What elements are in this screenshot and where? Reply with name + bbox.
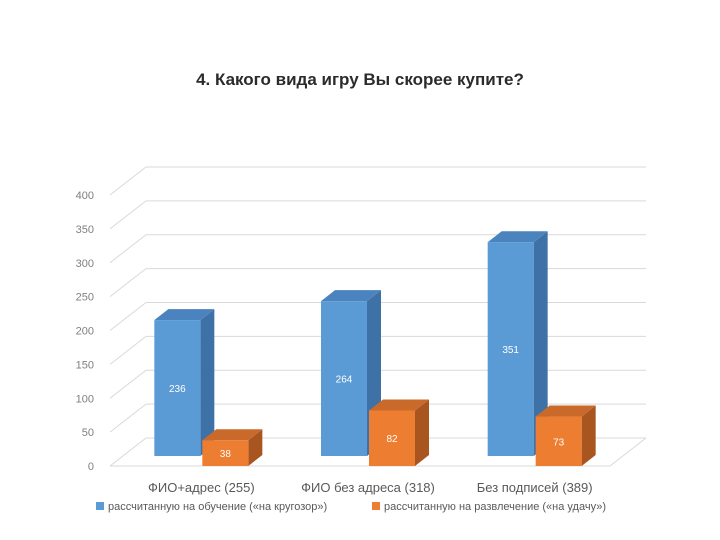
y-tick-label: 100 — [76, 393, 94, 405]
gridline-side — [109, 403, 147, 433]
bars: 236 38 264 82 351 73 — [154, 231, 596, 466]
bar-side — [415, 399, 429, 466]
y-tick-label: 50 — [82, 427, 94, 439]
y-tick-label: 300 — [76, 258, 94, 270]
bar-top — [369, 399, 429, 411]
legend-label: рассчитанную на развлечение («на удачу») — [384, 501, 606, 513]
legend: рассчитанную на обучение («на кругозор»)… — [96, 501, 606, 513]
x-tick-label: ФИО+адрес (255) — [148, 480, 255, 495]
legend-label: рассчитанную на обучение («на кругозор») — [108, 501, 327, 513]
y-tick-label: 350 — [76, 224, 94, 236]
gridline-side — [109, 335, 147, 365]
legend-swatch — [372, 502, 380, 510]
chart-title: 4. Какого вида игру Вы скорее купите? — [196, 70, 524, 89]
x-tick-label: ФИО без адреса (318) — [301, 480, 435, 495]
gridline-side — [109, 437, 147, 467]
bar-side — [533, 231, 548, 456]
bar-group: 236 — [154, 309, 215, 456]
bar — [487, 242, 534, 456]
bar — [154, 320, 201, 456]
bar-group: 73 — [535, 405, 596, 466]
y-tick-label: 0 — [88, 461, 94, 473]
y-tick-label: 200 — [76, 326, 94, 338]
bar-side — [248, 429, 263, 466]
bar-side — [200, 309, 215, 456]
bar-group: 264 — [321, 290, 381, 456]
data-label: 351 — [502, 345, 519, 356]
bar — [369, 410, 415, 466]
gridline-side — [109, 302, 147, 331]
gridline-side — [109, 268, 147, 298]
data-label: 236 — [169, 384, 186, 395]
gridline-side — [109, 369, 147, 399]
data-label: 82 — [386, 434, 398, 445]
bar-top — [535, 405, 596, 417]
bar-group: 38 — [202, 429, 263, 466]
bar — [202, 440, 249, 466]
y-tick-label: 250 — [76, 292, 94, 304]
bar-group: 82 — [369, 399, 429, 466]
bar-top — [487, 231, 548, 243]
bar-top — [202, 429, 263, 441]
data-label: 264 — [336, 375, 353, 386]
bar — [535, 416, 582, 466]
gridline-side — [109, 200, 147, 230]
gridline-side — [109, 234, 147, 264]
data-label: 73 — [553, 437, 565, 448]
bar-top — [321, 290, 381, 302]
floor-edge-side — [609, 437, 647, 467]
bar-group: 351 — [487, 231, 548, 456]
gridline-side — [109, 166, 147, 196]
x-tick-label: Без подписей (389) — [477, 480, 593, 495]
bar — [321, 301, 367, 456]
legend-swatch — [96, 502, 104, 510]
y-tick-label: 400 — [76, 190, 94, 202]
axes: 0 50 100 150 200 250 300 350 400 ФИО+адрес (255) Ф… — [76, 166, 647, 495]
bar-top — [154, 309, 215, 321]
bar-side — [581, 405, 596, 466]
data-label: 38 — [220, 449, 232, 460]
y-tick-label: 150 — [76, 359, 94, 371]
